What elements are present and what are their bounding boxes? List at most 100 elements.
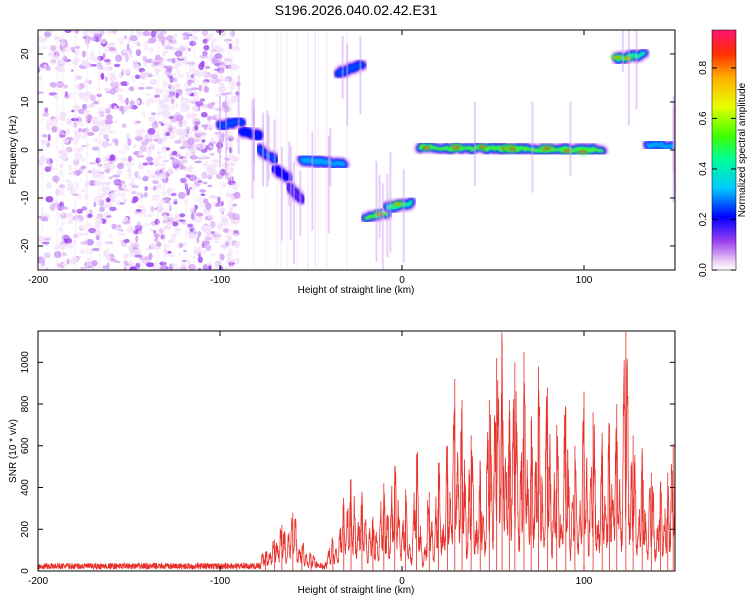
noise-blob: [41, 139, 49, 146]
noise-blob: [93, 100, 99, 105]
noise-blob: [142, 129, 146, 133]
noise-blob: [41, 241, 50, 245]
noise-blob: [42, 112, 49, 117]
noise-blob: [127, 138, 132, 146]
y-tick-label: 800: [20, 395, 31, 412]
noise-blob: [80, 145, 87, 148]
noise-blob: [85, 239, 94, 246]
noise-blob: [63, 253, 68, 257]
noise-blob: [197, 231, 202, 238]
noise-blob: [140, 193, 144, 198]
spectrogram-hotspot-halo: [540, 144, 555, 152]
spectrogram-streak: [389, 151, 392, 253]
noise-blob: [60, 40, 66, 47]
y-tick-label: 20: [20, 48, 31, 60]
noise-blob: [70, 118, 79, 122]
noise-blob: [136, 154, 145, 158]
noise-blob: [152, 59, 158, 67]
y-tick-label: 10: [20, 96, 31, 108]
noise-blob: [211, 102, 215, 105]
noise-blob: [91, 260, 98, 267]
noise-blob: [154, 218, 160, 225]
noise-blob: [109, 190, 116, 194]
noise-blob: [94, 230, 103, 237]
noise-blob: [200, 80, 209, 87]
noise-blob: [133, 249, 142, 256]
noise-blob: [104, 241, 113, 245]
noise-blob: [224, 77, 230, 83]
noise-blob: [143, 214, 148, 218]
noise-blob: [99, 111, 105, 118]
noise-blob: [135, 235, 139, 243]
noise-blob: [209, 52, 215, 59]
noise-blob: [162, 110, 171, 118]
spectrogram-segment: [331, 36, 370, 126]
noise-blob: [53, 94, 58, 99]
snr-chart: -200 -100 0 100 0 200 400 600 800 1000 Height of…: [8, 330, 676, 596]
spectrogram-segment: [294, 127, 351, 233]
noise-blob: [131, 200, 137, 204]
colorbar-ticks: 0.0 0.2 0.4 0.6 0.8: [698, 61, 736, 277]
noise-blob: [200, 193, 206, 197]
noise-blob: [149, 97, 158, 103]
noise-blob: [116, 162, 124, 170]
noise-blob: [114, 88, 123, 92]
noise-blob: [99, 206, 105, 212]
spectrogram-segment: [640, 95, 675, 203]
noise-blob: [222, 228, 230, 234]
noise-streak: [75, 30, 77, 270]
noise-blob: [211, 107, 220, 111]
noise-blob: [44, 107, 49, 113]
spectrogram-streak: [288, 141, 291, 206]
noise-blob: [210, 137, 216, 145]
noise-blob: [201, 124, 209, 128]
noise-blob: [207, 115, 212, 121]
noise-blob: [93, 224, 101, 230]
y-tick-label: 400: [20, 479, 31, 496]
noise-blob: [66, 221, 71, 224]
noise-blob: [44, 166, 51, 173]
noise-blob: [201, 154, 208, 158]
noise-blob: [132, 229, 139, 235]
noise-blob: [106, 262, 110, 270]
noise-blob: [50, 45, 57, 52]
noise-blob: [73, 121, 78, 128]
noise-blob: [108, 143, 112, 147]
noise-blob: [122, 217, 129, 222]
noise-blob: [205, 244, 212, 252]
noise-streak: [326, 30, 328, 270]
noise-blob: [223, 228, 229, 233]
noise-blob: [146, 262, 154, 268]
noise-blob: [167, 239, 175, 244]
spectrogram-segment: [38, 30, 348, 270]
noise-blob: [229, 80, 238, 87]
noise-streak: [231, 30, 233, 270]
noise-blob: [103, 162, 108, 169]
noise-blob: [44, 252, 51, 259]
noise-blob: [44, 36, 49, 40]
noise-blob: [57, 264, 60, 268]
colorbar: 0.0 0.2 0.4 0.6 0.8 Normalized spectral ampl…: [698, 29, 748, 277]
noise-blob: [184, 182, 189, 187]
noise-streak: [98, 30, 101, 270]
spectrogram-hotspot-halo: [609, 54, 624, 61]
noise-blob: [102, 125, 111, 130]
noise-blob: [177, 128, 182, 134]
noise-blob: [82, 30, 89, 36]
noise-blob: [113, 105, 118, 111]
noise-blob: [66, 242, 74, 249]
noise-blob: [50, 167, 56, 171]
noise-blob: [104, 49, 109, 53]
noise-blob: [118, 162, 126, 166]
noise-blob: [123, 198, 128, 203]
noise-blob: [88, 161, 97, 165]
noise-blob: [45, 267, 49, 270]
noise-blob: [191, 35, 199, 42]
noise-blob: [198, 84, 202, 92]
spectrogram-streak: [569, 101, 572, 176]
noise-blob: [133, 143, 137, 149]
noise-blob: [219, 74, 223, 83]
spectrogram-segment: [413, 101, 610, 193]
noise-blob: [81, 206, 88, 211]
noise-blob: [180, 177, 187, 184]
